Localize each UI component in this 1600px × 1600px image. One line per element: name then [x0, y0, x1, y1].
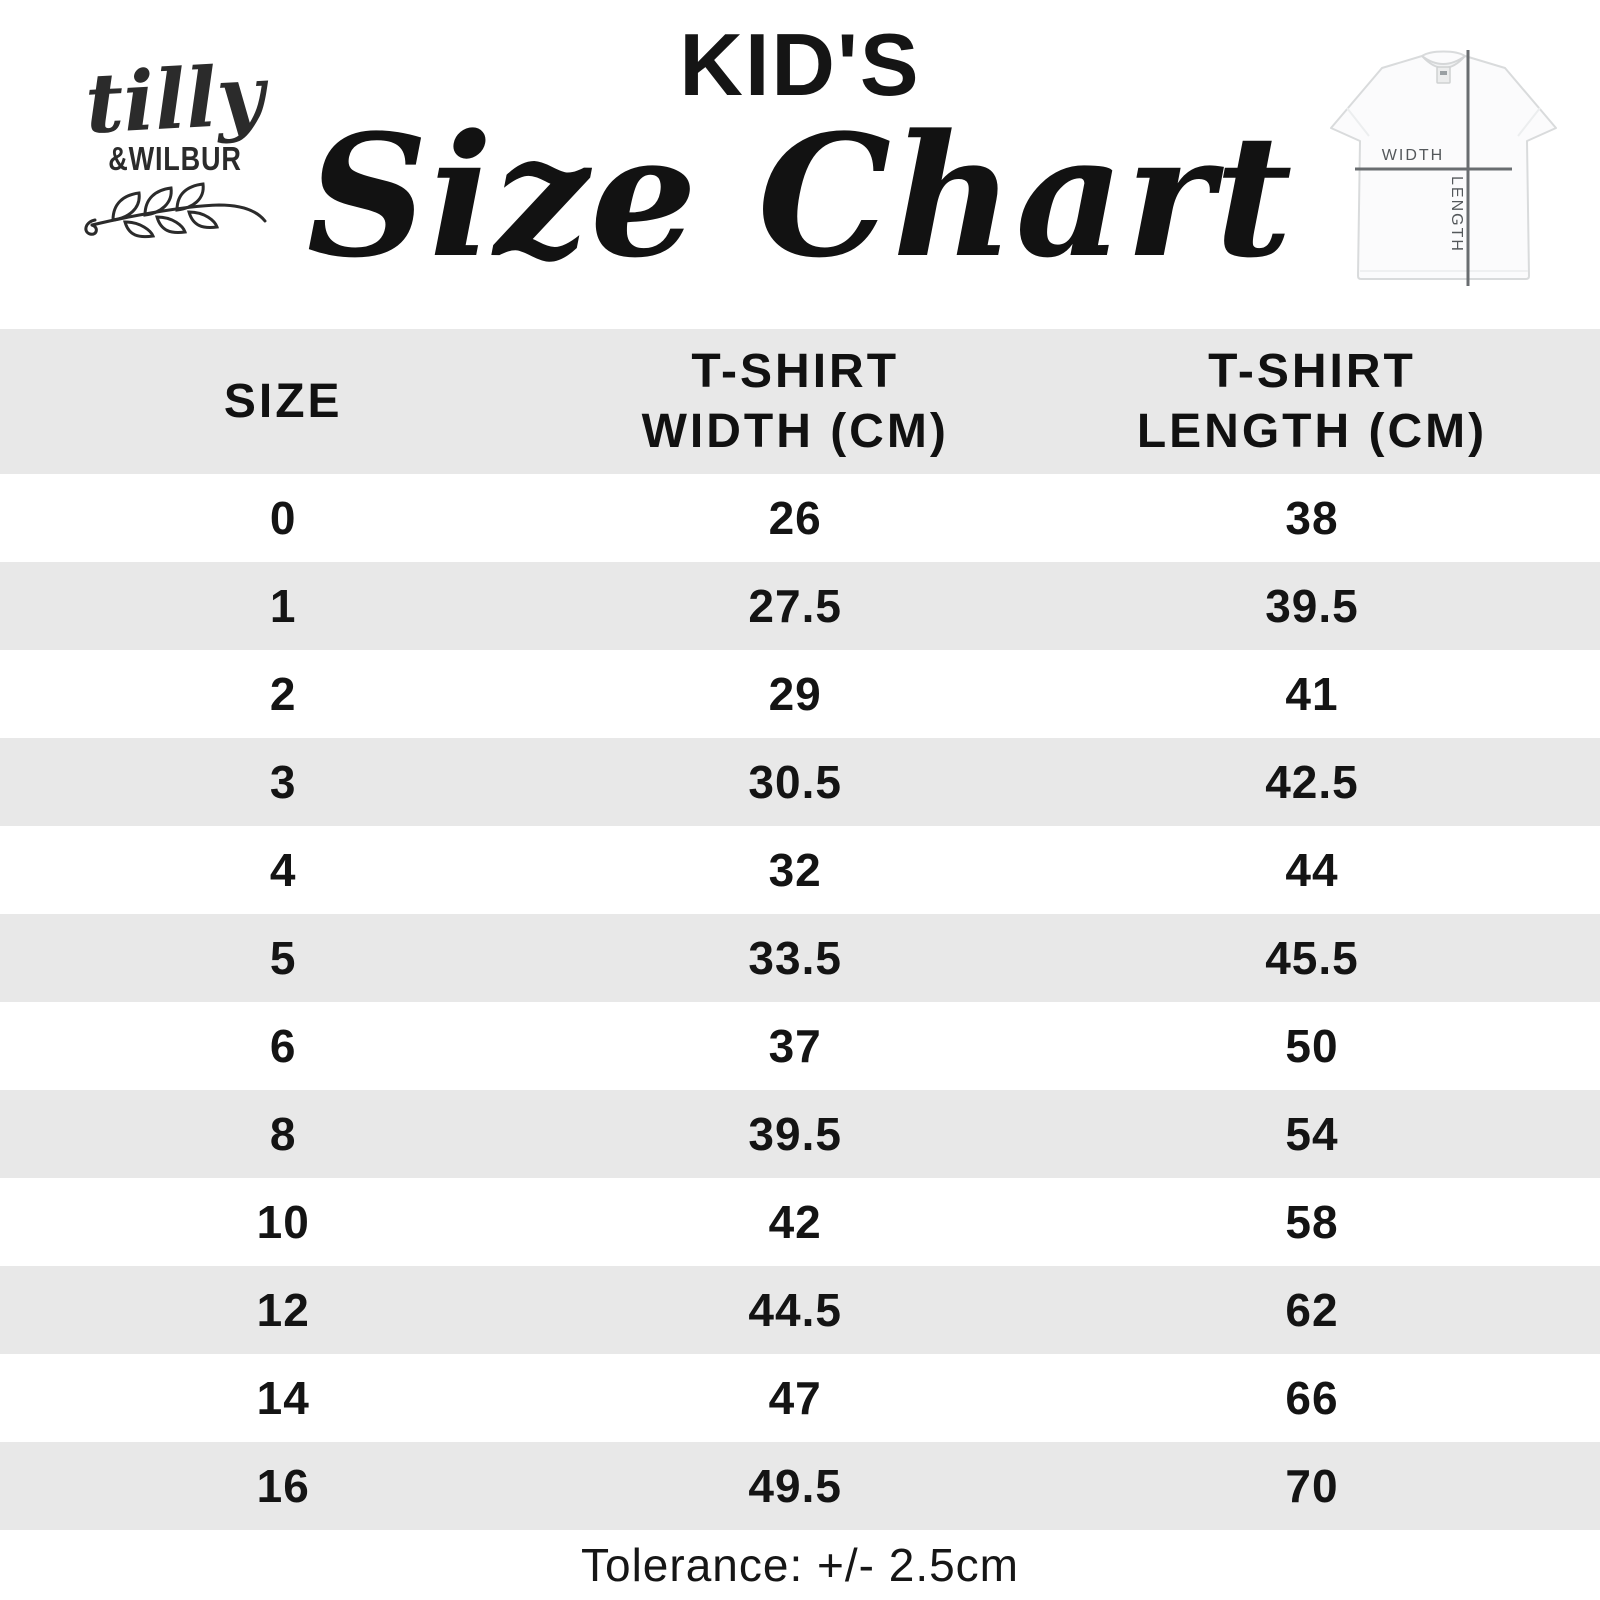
table-row: 14 47 66 — [0, 1354, 1600, 1442]
footer-note: Tolerance: +/- 2.5cm — [0, 1530, 1600, 1600]
table-row: 5 33.5 45.5 — [0, 914, 1600, 1002]
table-row: 10 42 58 — [0, 1178, 1600, 1266]
size-cell: 5 — [269, 932, 297, 984]
size-chart-table: SIZE T-SHIRT WIDTH (CM) T-SHIRT LENGTH (… — [0, 329, 1600, 1530]
length-label: LENGTH — [1448, 176, 1465, 253]
width-cell: 42 — [768, 1196, 822, 1248]
width-cell: 47 — [768, 1372, 822, 1424]
table-row: 0 26 38 — [0, 474, 1600, 562]
width-cell: 33.5 — [748, 932, 842, 984]
table-row: 6 37 50 — [0, 1002, 1600, 1090]
tshirt-collar — [1421, 55, 1466, 69]
brand-logo: tilly &WILBUR — [70, 47, 280, 240]
length-cell: 66 — [1285, 1372, 1339, 1424]
title-block: KID'S Size Chart — [0, 0, 1600, 280]
length-cell: 54 — [1285, 1108, 1339, 1160]
width-cell: 39.5 — [748, 1108, 842, 1160]
tshirt-body — [1330, 50, 1557, 280]
length-cell: 38 — [1285, 492, 1339, 544]
size-cell: 3 — [269, 756, 297, 808]
width-cell: 32 — [768, 844, 822, 896]
size-cell: 14 — [256, 1372, 310, 1424]
length-cell: 50 — [1285, 1020, 1339, 1072]
length-cell: 62 — [1285, 1284, 1339, 1336]
length-cell: 44 — [1285, 844, 1339, 896]
table-row: 1 27.5 39.5 — [0, 562, 1600, 650]
length-cell: 70 — [1285, 1460, 1339, 1512]
table-header-row: SIZE T-SHIRT WIDTH (CM) T-SHIRT LENGTH (… — [0, 329, 1600, 474]
length-cell: 42.5 — [1265, 756, 1359, 808]
size-cell: 8 — [269, 1108, 297, 1160]
table-row: 2 29 41 — [0, 650, 1600, 738]
length-cell: 41 — [1285, 668, 1339, 720]
col-header-length: T-SHIRT LENGTH (CM) — [1136, 344, 1488, 458]
table-row: 3 30.5 42.5 — [0, 738, 1600, 826]
size-cell: 1 — [269, 580, 297, 632]
width-cell: 30.5 — [748, 756, 842, 808]
hero-header: tilly &WILBUR KID'S Size Chart — [0, 0, 1600, 329]
width-cell: 44.5 — [748, 1284, 842, 1336]
size-cell: 16 — [256, 1460, 310, 1512]
width-cell: 37 — [768, 1020, 822, 1072]
col-header-width: T-SHIRT WIDTH (CM) — [641, 344, 949, 458]
length-cell: 45.5 — [1265, 932, 1359, 984]
width-cell: 26 — [768, 492, 822, 544]
brand-name-caps: &WILBUR — [108, 139, 242, 177]
table-row: 8 39.5 54 — [0, 1090, 1600, 1178]
table-row: 16 49.5 70 — [0, 1442, 1600, 1530]
length-cell: 39.5 — [1265, 580, 1359, 632]
category-title: KID'S — [679, 15, 921, 114]
size-cell: 10 — [256, 1196, 310, 1248]
size-cell: 0 — [269, 492, 297, 544]
size-cell: 6 — [269, 1020, 297, 1072]
size-cell: 12 — [256, 1284, 310, 1336]
size-cell: 2 — [269, 668, 297, 720]
tshirt-measurement-image: WIDTH LENGTH — [1330, 50, 1557, 286]
table-row: 4 32 44 — [0, 826, 1600, 914]
sleeve-seams — [1346, 107, 1541, 137]
table-row: 12 44.5 62 — [0, 1266, 1600, 1354]
neck-tag-print — [1440, 71, 1447, 75]
width-cell: 49.5 — [748, 1460, 842, 1512]
width-label: WIDTH — [1382, 147, 1444, 164]
page-title: Size Chart — [306, 97, 1294, 295]
width-cell: 27.5 — [748, 580, 842, 632]
tolerance-note: Tolerance: +/- 2.5cm — [580, 1539, 1020, 1591]
size-table-body: 0 26 38 1 27.5 39.5 2 29 41 3 30.5 42.5 … — [0, 474, 1600, 1530]
length-cell: 58 — [1285, 1196, 1339, 1248]
size-cell: 4 — [269, 844, 297, 896]
laurel-branch-icon — [84, 182, 267, 239]
col-header-size: SIZE — [223, 374, 343, 428]
width-cell: 29 — [768, 668, 822, 720]
